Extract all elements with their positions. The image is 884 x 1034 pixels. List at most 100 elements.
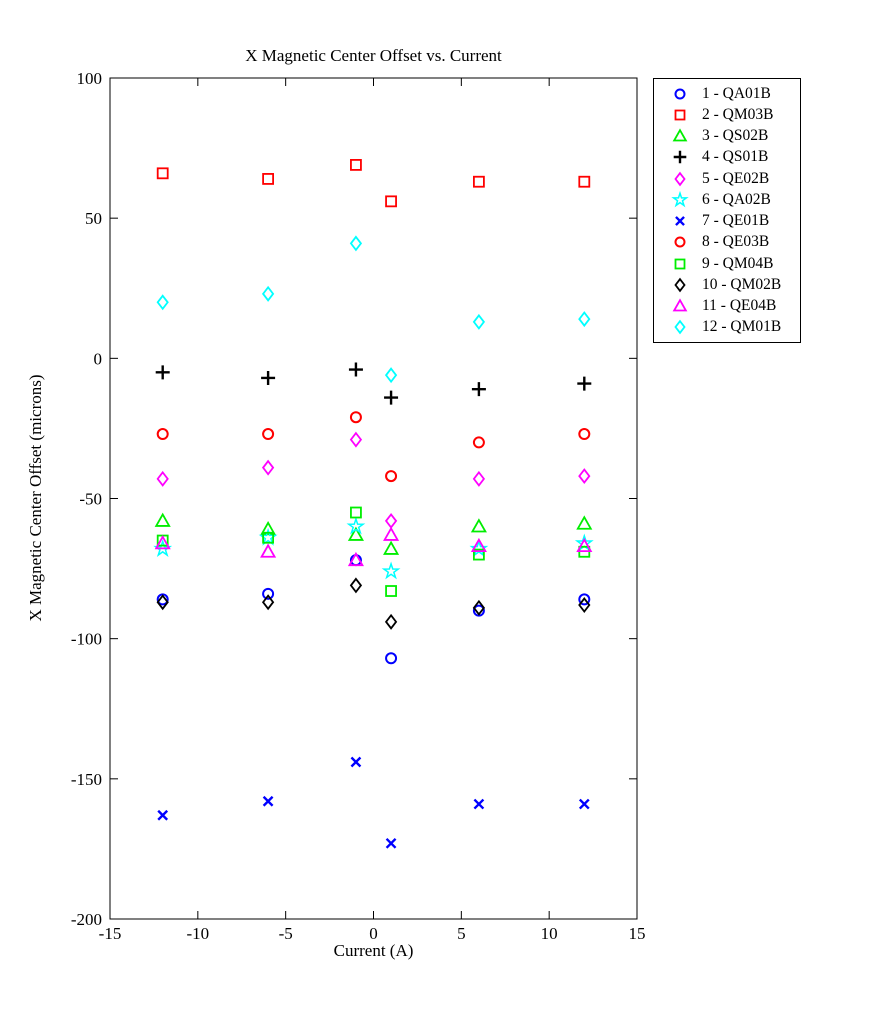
series-QS02B (154, 512, 593, 555)
legend-item: 2 - QM03B (654, 106, 800, 124)
data-point (348, 362, 363, 377)
legend-label: 8 - QE03B (702, 233, 770, 251)
data-point (261, 370, 276, 385)
data-point (472, 470, 486, 487)
data-point (349, 577, 363, 594)
legend-square-icon (674, 109, 686, 121)
legend-diamond-icon (674, 277, 686, 293)
series-QM04B (156, 506, 591, 597)
legend-item: 10 - QM02B (654, 276, 800, 294)
data-point (576, 537, 593, 553)
x-axis-label: Current (A) (333, 941, 414, 960)
series-QA01B (156, 554, 591, 665)
series-QE01B (157, 756, 590, 849)
y-tick-label: 100 (77, 69, 103, 88)
data-point (350, 506, 362, 519)
data-point (155, 365, 170, 380)
y-tick-label: -200 (71, 910, 102, 929)
series-QE03B (156, 411, 591, 483)
legend-label: 12 - QM01B (702, 318, 782, 336)
x-tick-label: 0 (369, 924, 378, 943)
data-point (384, 613, 398, 630)
data-point (156, 428, 169, 441)
triangle-marker-icon (672, 298, 688, 312)
legend-triangle-icon (672, 298, 688, 312)
data-point (470, 537, 487, 553)
data-point (347, 551, 364, 567)
data-point (578, 311, 591, 328)
y-tick-label: -150 (71, 770, 102, 789)
data-point (260, 543, 277, 558)
data-point (576, 515, 593, 530)
series-QS01B (155, 362, 592, 405)
x-tick-label: -15 (99, 924, 122, 943)
legend-label: 4 - QS01B (702, 148, 769, 166)
y-tick-label: -100 (71, 630, 102, 649)
legend-plus-icon (673, 151, 687, 164)
data-point (385, 585, 397, 597)
data-point (383, 526, 400, 541)
data-point (349, 431, 363, 448)
y-tick-label: -50 (79, 490, 102, 509)
data-point (470, 518, 487, 533)
legend-star-icon (671, 190, 689, 208)
data-point (262, 173, 275, 185)
diamond-marker-icon (674, 171, 686, 186)
chart-title: X Magnetic Center Offset vs. Current (245, 46, 502, 65)
legend-x-icon (675, 216, 685, 227)
data-point (262, 795, 274, 807)
legend-label: 1 - QA01B (702, 84, 771, 102)
data-point (385, 195, 397, 208)
y-tick-label: 0 (94, 349, 103, 368)
diamond-marker-icon (674, 320, 686, 335)
data-point (578, 175, 591, 188)
legend: 1 - QA01B 2 - QM03B 3 - QS02B 4 - QS01B 5 - … (653, 78, 801, 343)
data-point (156, 594, 169, 611)
x-tick-label: -5 (279, 924, 293, 943)
legend-item: 1 - QA01B (654, 85, 800, 103)
legend-triangle-icon (672, 128, 688, 142)
data-point (261, 594, 275, 611)
data-point (578, 468, 591, 485)
legend-item: 9 - QM04B (654, 255, 800, 273)
data-point (346, 516, 366, 535)
data-point (578, 798, 590, 810)
data-point (472, 548, 485, 561)
x-tick-label: 15 (629, 924, 646, 943)
legend-label: 11 - QE04B (702, 297, 777, 315)
data-point (578, 597, 591, 614)
data-point (472, 599, 486, 616)
data-point (156, 294, 169, 311)
series-QA02B (153, 516, 594, 580)
legend-item: 4 - QS01B (654, 148, 800, 166)
legend-label: 2 - QM03B (702, 105, 774, 123)
data-point (350, 159, 362, 171)
legend-diamond-icon (674, 320, 686, 335)
data-point (156, 470, 169, 487)
legend-item: 5 - QE02B (654, 170, 800, 188)
data-point (347, 526, 364, 541)
star-marker-icon (671, 190, 689, 208)
data-point (384, 390, 399, 405)
data-point (154, 535, 171, 550)
data-point (577, 376, 592, 391)
y-tick-label: 50 (85, 209, 102, 228)
data-point (385, 470, 398, 483)
legend-label: 5 - QE02B (702, 169, 770, 187)
legend-label: 10 - QM02B (702, 275, 782, 293)
diamond-marker-icon (674, 277, 686, 293)
data-point (473, 798, 485, 810)
square-marker-icon (674, 109, 686, 121)
x-tick-label: 10 (541, 924, 558, 943)
data-point (156, 167, 169, 180)
x-marker-icon (675, 216, 685, 227)
legend-circle-icon (674, 88, 686, 100)
data-point (261, 285, 275, 302)
data-point (349, 235, 363, 252)
plus-marker-icon (673, 151, 687, 164)
square-marker-icon (674, 258, 686, 270)
circle-marker-icon (674, 236, 686, 248)
data-point (349, 411, 362, 424)
